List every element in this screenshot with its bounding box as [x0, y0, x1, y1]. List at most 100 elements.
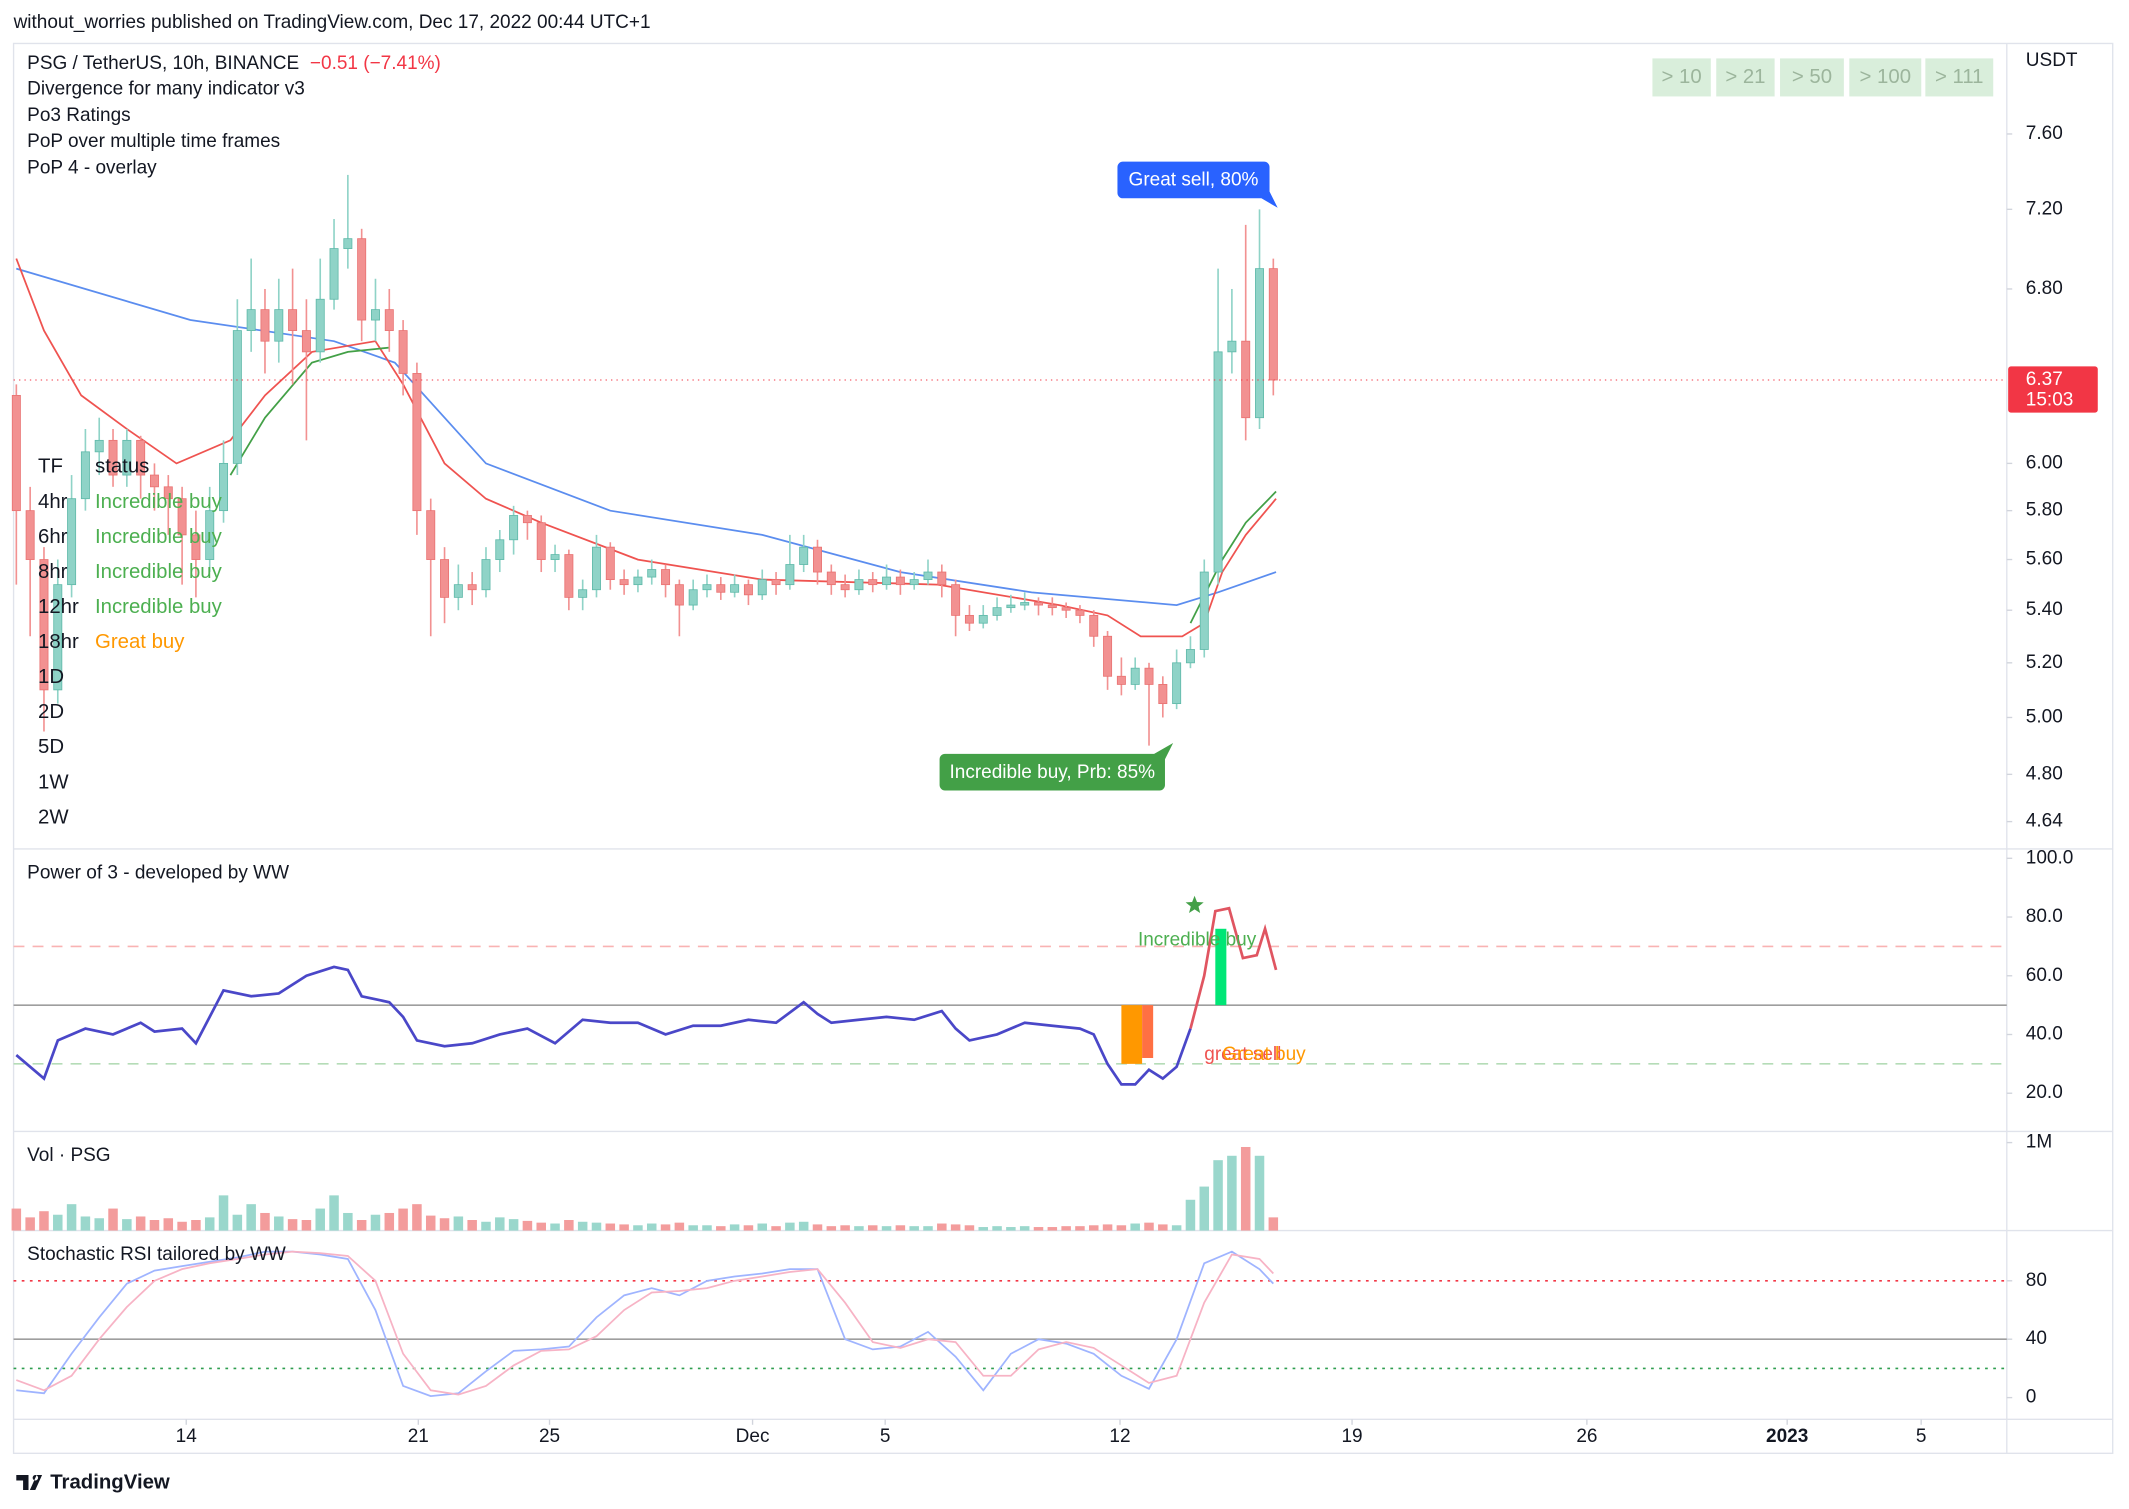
brand-logo: TradingView — [16, 1472, 170, 1494]
table-tf: 4hr — [38, 491, 68, 513]
candle-body — [647, 569, 657, 578]
candle-body — [398, 330, 408, 374]
volume-bar — [1144, 1222, 1154, 1231]
candle-body — [730, 584, 740, 593]
candle-body — [1089, 614, 1099, 637]
candle-body — [550, 554, 560, 560]
candle-body — [536, 522, 546, 560]
volume-bar — [785, 1222, 795, 1231]
candle-body — [384, 309, 394, 331]
candle-body — [1130, 667, 1140, 685]
volume-bar — [329, 1195, 339, 1231]
candle-body — [661, 569, 671, 586]
volume-bar — [895, 1225, 906, 1231]
volume-bar — [66, 1204, 77, 1231]
indicator-name: Po3 Ratings — [27, 105, 130, 126]
candle-body — [108, 439, 118, 476]
y-tick-label: 80 — [2026, 1270, 2047, 1291]
filter-button-label: > 10 — [1662, 66, 1702, 88]
candle-body — [481, 559, 491, 591]
candle-body — [426, 510, 436, 560]
volume-bar — [274, 1216, 284, 1231]
filter-button[interactable] — [1716, 58, 1775, 97]
candle-body — [177, 498, 187, 536]
volume-bar — [1213, 1160, 1223, 1231]
price-change: −0.51 (−7.41%) — [310, 53, 441, 74]
pane-title: Stochastic RSI tailored by WW — [27, 1244, 286, 1265]
volume-bar — [11, 1208, 22, 1231]
volume-bar — [163, 1218, 174, 1231]
candle-body — [1199, 571, 1209, 650]
candle-body — [895, 576, 905, 586]
filter-button[interactable] — [1652, 58, 1711, 97]
filter-button[interactable] — [1780, 58, 1844, 97]
table-header: status — [95, 456, 149, 478]
volume-bar — [315, 1208, 325, 1231]
y-tick-label: 100.0 — [2026, 847, 2074, 868]
signal-label: Incredible buy — [1138, 930, 1257, 951]
volume-bar — [688, 1225, 698, 1231]
volume-bar — [39, 1211, 49, 1231]
table-tf: 2W — [38, 806, 69, 828]
volume-bar — [177, 1221, 187, 1231]
volume-bar — [384, 1212, 395, 1231]
volume-bar — [25, 1217, 35, 1231]
candle-body — [1075, 609, 1085, 616]
table-tf: 2D — [38, 701, 64, 723]
volume-bar — [232, 1214, 243, 1231]
volume-bar — [729, 1224, 740, 1231]
x-tick-label: 19 — [1341, 1426, 1362, 1447]
candle-body — [1158, 684, 1168, 705]
volume-bar — [867, 1225, 878, 1231]
bubble-text: Great sell, 80% — [1129, 170, 1259, 191]
volume-bar — [204, 1217, 215, 1231]
candle-body — [274, 309, 284, 342]
bubble-shape — [939, 742, 1174, 791]
table-tf: 5D — [38, 736, 64, 758]
volume-bar — [1268, 1217, 1279, 1231]
y-tick-label: 4.64 — [2026, 811, 2063, 832]
volume-bar — [1047, 1227, 1058, 1231]
candle-body — [799, 546, 809, 565]
indicator-name: Divergence for many indicator v3 — [27, 79, 305, 100]
volume-bar — [1061, 1226, 1071, 1231]
candle-body — [813, 546, 822, 573]
countdown-label: 15:03 — [2026, 389, 2074, 410]
volume-bar — [1185, 1199, 1196, 1231]
candle-body — [868, 579, 878, 586]
candle-body — [1034, 602, 1043, 606]
table-tf: 12hr — [38, 596, 79, 618]
x-tick-label: 25 — [539, 1426, 560, 1447]
table-tf: 18hr — [38, 631, 79, 653]
x-tick-label: Dec — [736, 1426, 770, 1447]
candle-body — [205, 510, 215, 560]
candle-body — [702, 584, 712, 591]
volume-bar — [1006, 1227, 1016, 1231]
x-tick-label: 5 — [880, 1426, 891, 1447]
volume-bar — [923, 1226, 933, 1231]
volume-bar — [80, 1216, 91, 1231]
volume-bar — [605, 1223, 616, 1231]
filter-button-label: > 50 — [1792, 66, 1832, 88]
candle-body — [67, 498, 77, 586]
volume-bar — [1033, 1227, 1044, 1231]
volume-bar — [660, 1224, 671, 1231]
volume-bar — [1240, 1146, 1251, 1231]
candle-body — [315, 298, 325, 353]
candle-body — [453, 584, 463, 598]
volume-bar — [1227, 1155, 1237, 1231]
volume-bar — [122, 1219, 132, 1231]
candle-body — [80, 451, 90, 500]
volume-bar — [1130, 1223, 1140, 1231]
candle-body — [357, 238, 367, 321]
filter-button[interactable] — [1925, 58, 1994, 97]
candle-body — [1061, 607, 1071, 611]
filter-button[interactable] — [1849, 58, 1922, 97]
volume-bar — [453, 1216, 464, 1231]
y-tick-label: 20.0 — [2026, 1082, 2063, 1103]
volume-bar — [425, 1215, 436, 1231]
filter-button-label: > 100 — [1860, 66, 1912, 88]
candle-body — [370, 309, 380, 321]
y-tick-label: 6.80 — [2026, 278, 2063, 299]
